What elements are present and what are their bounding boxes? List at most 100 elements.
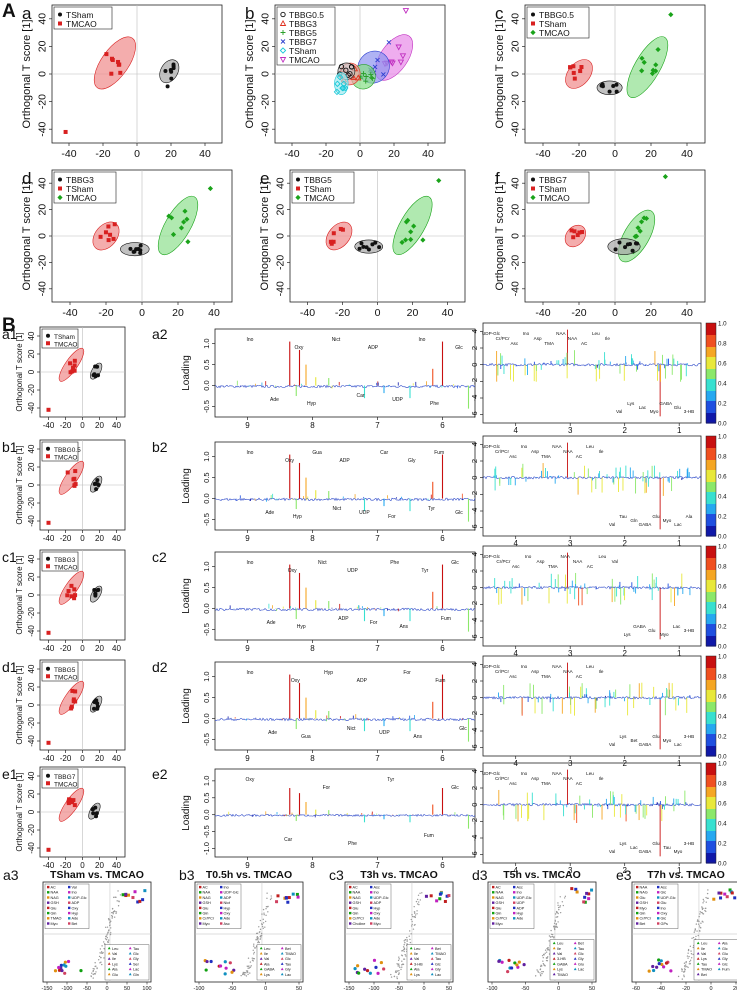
point xyxy=(296,895,300,899)
x-tick-label: 40 xyxy=(112,644,121,653)
colorbar-segment xyxy=(706,351,716,354)
x-tick-label: 0 xyxy=(557,986,560,992)
subplot-letter: d3 xyxy=(472,867,488,883)
legend-entry: TMCAO xyxy=(54,782,77,789)
colorbar-segment xyxy=(706,658,716,661)
point xyxy=(101,963,103,966)
point xyxy=(681,970,683,972)
colorbar-segment xyxy=(706,813,716,816)
point xyxy=(530,29,536,36)
point xyxy=(65,470,70,475)
point xyxy=(279,47,287,54)
legend-marker xyxy=(220,917,223,920)
legend-box xyxy=(291,171,355,204)
point xyxy=(109,927,112,929)
legend-marker xyxy=(68,911,71,915)
point xyxy=(263,913,265,916)
y-tick-label: 4 xyxy=(470,442,479,446)
metabolite-label: Glu xyxy=(648,628,656,633)
colorbar-segment xyxy=(706,478,716,481)
point xyxy=(531,177,535,182)
point xyxy=(390,976,393,978)
point xyxy=(256,932,259,935)
metabolite-label: NAA xyxy=(552,444,562,449)
legend-marker xyxy=(128,972,132,976)
point xyxy=(106,926,109,928)
colorbar-segment xyxy=(706,783,716,786)
legend-entry: Ile xyxy=(701,947,705,951)
colorbar-segment xyxy=(706,383,716,386)
point xyxy=(258,931,261,933)
colorbar-segment xyxy=(706,728,716,731)
legend-entry: Val xyxy=(112,952,117,956)
point xyxy=(366,247,371,252)
metabolite-label: TMA xyxy=(541,674,552,679)
metabolite-label: UDP-Glc xyxy=(482,331,501,336)
legend-entry: Myo xyxy=(496,922,503,926)
point xyxy=(414,914,417,916)
point xyxy=(57,194,63,201)
metabolite-label: Asc xyxy=(509,454,517,459)
legend-entry: Val xyxy=(701,952,706,956)
point xyxy=(108,929,110,931)
point xyxy=(409,941,412,944)
colorbar-segment xyxy=(706,399,716,402)
point xyxy=(419,892,421,895)
y-tick-label: 20 xyxy=(274,204,286,216)
metabolite-label: Ile xyxy=(599,776,604,781)
point xyxy=(70,688,75,693)
colorbar-title: Correlation Coefficients xyxy=(735,560,737,633)
point xyxy=(396,976,398,978)
y-tick-label: -4 xyxy=(470,835,479,842)
point xyxy=(515,963,519,967)
colorbar-segment xyxy=(706,498,716,501)
point xyxy=(134,247,139,252)
legend-entry: TBBG0.5 xyxy=(289,10,324,20)
y-tick-label: -0.5 xyxy=(202,400,211,413)
point xyxy=(445,894,449,898)
point xyxy=(699,926,702,929)
subplot-letter: b xyxy=(245,4,254,23)
x-tick-label: 0 xyxy=(80,644,85,653)
point xyxy=(262,927,264,929)
metabolite-label: Gly xyxy=(408,458,416,464)
legend-entry: Oxy xyxy=(72,906,79,910)
metabolite-label: Cr/PCr xyxy=(496,336,511,341)
point xyxy=(280,11,286,18)
point xyxy=(517,960,521,964)
legend-marker xyxy=(409,952,413,955)
y-tick-label: -40 xyxy=(27,515,36,527)
metabolite-label: NAA xyxy=(552,771,562,776)
point xyxy=(359,241,364,246)
point xyxy=(404,953,406,956)
legend-marker xyxy=(492,911,495,915)
metabolite-label: Leu xyxy=(586,444,594,449)
point xyxy=(58,21,62,26)
point xyxy=(111,236,116,241)
colorbar-segment xyxy=(706,470,716,473)
x-tick-label: 2 xyxy=(622,539,627,548)
x-tick-label: 50 xyxy=(124,986,130,992)
x-tick-label: 4 xyxy=(513,759,518,768)
colorbar-segment xyxy=(706,666,716,669)
y-tick-label: 40 xyxy=(27,444,36,453)
metabolite-label: Car xyxy=(380,450,388,456)
metabolite-label: Val xyxy=(609,849,615,854)
metabolite-label: Phe xyxy=(390,560,399,566)
colorbar-segment xyxy=(706,349,716,352)
colorbar-segment xyxy=(706,353,716,356)
y-tick-label: -2 xyxy=(470,491,479,498)
x-tick-label: -150 xyxy=(41,986,52,992)
legend-marker xyxy=(68,906,71,910)
x-tick-label: 0 xyxy=(422,986,425,992)
point xyxy=(280,30,286,35)
subplot-letter: b3 xyxy=(179,867,195,883)
legend-entry: Tau xyxy=(701,962,707,966)
point xyxy=(548,940,550,942)
legend-entry: Fum xyxy=(722,968,730,972)
point xyxy=(564,895,567,898)
colorbar-segment xyxy=(706,558,716,561)
colorbar-segment xyxy=(706,817,716,820)
